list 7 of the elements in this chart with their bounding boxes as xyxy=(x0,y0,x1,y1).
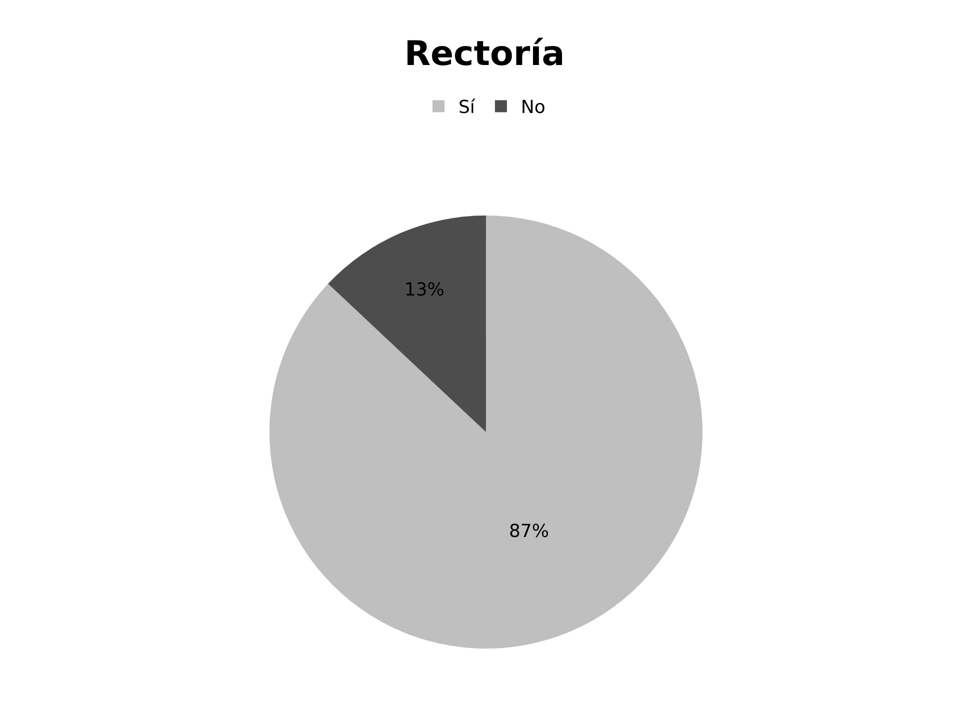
legend-label: Sí xyxy=(458,97,476,118)
legend-label: No xyxy=(520,97,546,118)
pie-slice xyxy=(269,215,702,648)
pie-slice xyxy=(328,215,486,432)
data-label: 87% xyxy=(508,520,549,542)
chart-title: Rectoría xyxy=(404,34,565,74)
data-label: 13% xyxy=(404,279,444,300)
